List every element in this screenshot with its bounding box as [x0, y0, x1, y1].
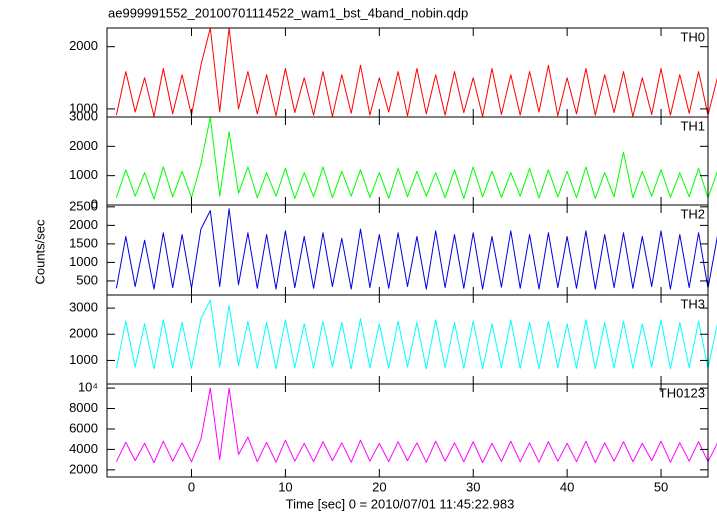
panel-frame — [106, 116, 709, 206]
data-line — [115, 299, 717, 370]
y-tick-label: 2000 — [69, 217, 98, 232]
panel-name: TH0 — [680, 29, 705, 44]
y-tick-label: 2000 — [69, 461, 98, 476]
data-line — [115, 208, 717, 290]
x-tick-label: 50 — [654, 479, 668, 494]
y-tick-label: 2500 — [69, 198, 98, 213]
y-tick-label: 1000 — [69, 100, 98, 115]
y-tick-label: 1000 — [69, 254, 98, 269]
y-tick-label: 4000 — [69, 441, 98, 456]
chart-title: ae999991552_20100701114522_wam1_bst_4ban… — [108, 5, 468, 20]
x-axis-label: Time [sec] 0 = 2010/07/01 11:45:22.983 — [286, 496, 515, 511]
x-tick-label: 20 — [372, 479, 386, 494]
y-tick-label: 500 — [76, 272, 98, 287]
y-tick-label: 2000 — [69, 326, 98, 341]
x-tick-label: 10 — [278, 479, 292, 494]
y-tick-label: 0 — [91, 196, 98, 211]
x-tick-label: 30 — [466, 479, 480, 494]
panel-name: TH3 — [680, 296, 705, 311]
panel-frame — [106, 27, 709, 118]
y-axis-label: Counts/sec — [32, 219, 47, 285]
y-tick-label: 1500 — [69, 235, 98, 250]
y-tick-label: 1000 — [69, 167, 98, 182]
panel-frame — [106, 383, 709, 478]
panel-name: TH1 — [680, 118, 705, 133]
y-tick-label: 3000 — [69, 300, 98, 315]
panel-name: TH0123 — [659, 385, 705, 400]
x-tick-label: 0 — [188, 479, 195, 494]
y-tick-label: 8000 — [69, 400, 98, 415]
x-tick-label: 40 — [560, 479, 574, 494]
y-tick-label: 10⁴ — [78, 380, 98, 395]
y-tick-label: 2000 — [69, 38, 98, 53]
data-line — [115, 27, 717, 117]
y-tick-label: 6000 — [69, 420, 98, 435]
y-tick-label: 2000 — [69, 138, 98, 153]
data-line — [115, 116, 717, 200]
y-tick-label: 1000 — [69, 352, 98, 367]
data-line — [115, 387, 717, 464]
panel-name: TH2 — [680, 206, 705, 221]
y-tick-label: 3000 — [69, 108, 98, 123]
